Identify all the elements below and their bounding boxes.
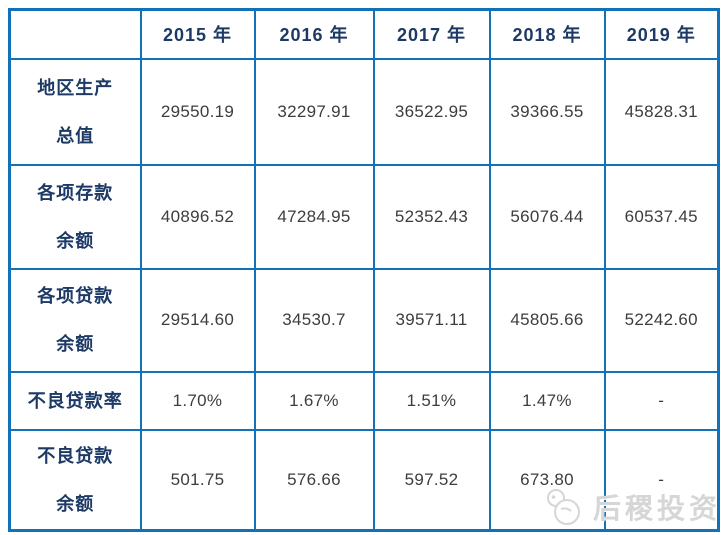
cell-value: 39571.11 [372,267,491,373]
table-row-npl-ratio: 不良贷款率 1.70% 1.67% 1.51% 1.47% - [8,370,720,431]
table-row-gdp: 地区生产 总值 29550.19 32297.91 36522.95 39366… [8,57,720,166]
column-header-2018: 2018 年 [488,8,606,60]
cropped-unit-note: （单位：亿元） [584,0,703,3]
row-label-loans: 各项贷款 余额 [8,267,142,373]
column-header-2017: 2017 年 [372,8,491,60]
table-row-deposits: 各项存款 余额 40896.52 47284.95 52352.43 56076… [8,163,720,270]
cell-value: 32297.91 [253,57,375,166]
cell-value: 1.70% [139,370,256,431]
cell-value: 597.52 [372,428,491,532]
column-header-2019: 2019 年 [603,8,720,60]
cell-value: 39366.55 [488,57,606,166]
cell-value: 47284.95 [253,163,375,270]
data-table: 2015 年 2016 年 2017 年 2018 年 2019 年 地区生产 … [8,8,720,532]
cell-value: 45805.66 [488,267,606,373]
cell-value: 576.66 [253,428,375,532]
cell-value: 40896.52 [139,163,256,270]
cell-value: 1.67% [253,370,375,431]
cell-value: 501.75 [139,428,256,532]
table-row-loans: 各项贷款 余额 29514.60 34530.7 39571.11 45805.… [8,267,720,373]
cell-value: - [603,370,720,431]
cell-value: - [603,428,720,532]
column-header-2016: 2016 年 [253,8,375,60]
row-label-npl-balance: 不良贷款 余额 [8,428,142,532]
cell-value: 1.51% [372,370,491,431]
row-label-npl-ratio: 不良贷款率 [8,370,142,431]
corner-cell [8,8,142,60]
cell-value: 52352.43 [372,163,491,270]
table-header-row: 2015 年 2016 年 2017 年 2018 年 2019 年 [8,8,720,60]
cell-value: 36522.95 [372,57,491,166]
cell-value: 1.47% [488,370,606,431]
cell-value: 52242.60 [603,267,720,373]
cell-value: 29514.60 [139,267,256,373]
table-row-npl-balance: 不良贷款 余额 501.75 576.66 597.52 673.80 - [8,428,720,532]
row-label-gdp: 地区生产 总值 [8,57,142,166]
cell-value: 34530.7 [253,267,375,373]
row-label-deposits: 各项存款 余额 [8,163,142,270]
cell-value: 45828.31 [603,57,720,166]
cell-value: 56076.44 [488,163,606,270]
cell-value: 29550.19 [139,57,256,166]
column-header-2015: 2015 年 [139,8,256,60]
cell-value: 60537.45 [603,163,720,270]
cell-value: 673.80 [488,428,606,532]
